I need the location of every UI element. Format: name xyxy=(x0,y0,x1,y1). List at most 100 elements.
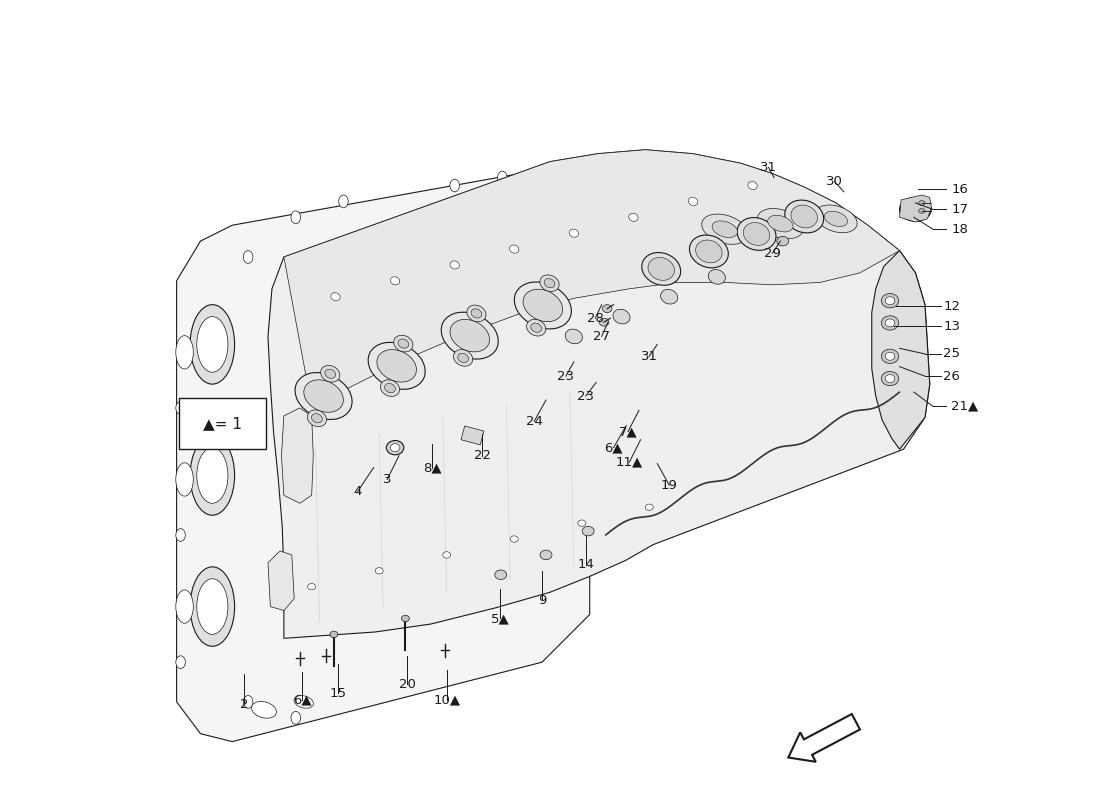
Ellipse shape xyxy=(292,211,300,224)
Text: 8▲: 8▲ xyxy=(424,461,442,474)
Polygon shape xyxy=(900,195,932,222)
Polygon shape xyxy=(268,150,930,638)
Ellipse shape xyxy=(748,182,757,190)
Ellipse shape xyxy=(497,171,507,184)
Ellipse shape xyxy=(197,317,228,372)
Ellipse shape xyxy=(646,504,653,510)
Polygon shape xyxy=(872,250,930,450)
Ellipse shape xyxy=(641,253,681,286)
Ellipse shape xyxy=(565,329,582,344)
Ellipse shape xyxy=(176,462,194,496)
Ellipse shape xyxy=(886,374,894,382)
Text: 15: 15 xyxy=(329,686,346,700)
Text: 7▲: 7▲ xyxy=(618,426,637,438)
Text: 29: 29 xyxy=(764,246,781,259)
Ellipse shape xyxy=(252,702,276,718)
Ellipse shape xyxy=(744,222,770,246)
Ellipse shape xyxy=(881,349,899,363)
Ellipse shape xyxy=(712,221,737,238)
Ellipse shape xyxy=(824,211,848,226)
Ellipse shape xyxy=(648,258,674,280)
Ellipse shape xyxy=(292,711,300,724)
Text: 6▲: 6▲ xyxy=(293,694,311,707)
Ellipse shape xyxy=(737,218,775,250)
Text: 6▲: 6▲ xyxy=(604,441,623,454)
Ellipse shape xyxy=(339,195,349,208)
Text: 4: 4 xyxy=(353,485,362,498)
Ellipse shape xyxy=(757,209,803,238)
Text: 22: 22 xyxy=(474,449,491,462)
Ellipse shape xyxy=(629,214,638,222)
Ellipse shape xyxy=(886,297,894,305)
Ellipse shape xyxy=(176,529,186,542)
Ellipse shape xyxy=(815,205,857,233)
Ellipse shape xyxy=(918,209,925,214)
Text: 26: 26 xyxy=(944,370,960,382)
Ellipse shape xyxy=(190,436,234,515)
Ellipse shape xyxy=(578,520,585,526)
Ellipse shape xyxy=(881,294,899,308)
Text: 24: 24 xyxy=(526,415,542,428)
Text: 27: 27 xyxy=(593,330,611,343)
Ellipse shape xyxy=(197,578,228,634)
Text: 21▲: 21▲ xyxy=(952,400,978,413)
Ellipse shape xyxy=(176,656,186,669)
Ellipse shape xyxy=(603,305,612,313)
Polygon shape xyxy=(282,408,314,503)
Ellipse shape xyxy=(381,380,399,397)
Text: 28: 28 xyxy=(586,312,604,325)
Ellipse shape xyxy=(708,270,725,284)
Ellipse shape xyxy=(377,350,417,382)
Text: 16: 16 xyxy=(952,183,968,196)
Text: ▲= 1: ▲= 1 xyxy=(204,416,242,431)
Ellipse shape xyxy=(295,373,352,419)
Ellipse shape xyxy=(311,414,322,423)
Ellipse shape xyxy=(886,319,894,327)
Text: 2: 2 xyxy=(240,698,249,710)
Ellipse shape xyxy=(441,312,498,359)
Ellipse shape xyxy=(569,229,579,238)
Ellipse shape xyxy=(450,319,490,352)
Text: 31: 31 xyxy=(641,350,658,363)
Ellipse shape xyxy=(471,309,482,318)
Ellipse shape xyxy=(294,695,313,708)
Text: 31: 31 xyxy=(760,161,777,174)
Ellipse shape xyxy=(689,198,697,206)
Ellipse shape xyxy=(450,179,460,192)
Ellipse shape xyxy=(190,567,234,646)
Ellipse shape xyxy=(402,615,409,622)
Ellipse shape xyxy=(308,583,316,590)
Polygon shape xyxy=(177,170,590,742)
FancyArrow shape xyxy=(789,714,860,762)
Ellipse shape xyxy=(515,282,571,329)
Text: 23: 23 xyxy=(578,390,594,402)
Ellipse shape xyxy=(386,441,404,455)
Ellipse shape xyxy=(527,319,546,336)
Ellipse shape xyxy=(450,261,460,269)
Text: 9: 9 xyxy=(538,594,547,606)
Ellipse shape xyxy=(307,410,327,426)
Ellipse shape xyxy=(176,402,186,414)
Text: 5▲: 5▲ xyxy=(491,612,509,625)
Ellipse shape xyxy=(442,552,451,558)
Ellipse shape xyxy=(390,277,399,285)
Ellipse shape xyxy=(243,695,253,708)
Ellipse shape xyxy=(881,316,899,330)
Text: 17: 17 xyxy=(952,203,968,216)
Ellipse shape xyxy=(321,366,340,382)
Ellipse shape xyxy=(458,354,469,362)
Ellipse shape xyxy=(690,235,728,268)
Ellipse shape xyxy=(791,205,817,228)
Ellipse shape xyxy=(918,201,925,206)
Ellipse shape xyxy=(331,293,340,301)
Ellipse shape xyxy=(466,305,486,322)
Text: 30: 30 xyxy=(826,175,843,188)
Ellipse shape xyxy=(784,200,824,233)
Ellipse shape xyxy=(375,568,383,574)
Ellipse shape xyxy=(390,444,400,452)
Text: 20: 20 xyxy=(398,678,416,691)
Ellipse shape xyxy=(881,371,899,386)
Text: 13: 13 xyxy=(944,320,960,333)
Ellipse shape xyxy=(531,323,541,332)
Bar xyxy=(461,426,484,445)
